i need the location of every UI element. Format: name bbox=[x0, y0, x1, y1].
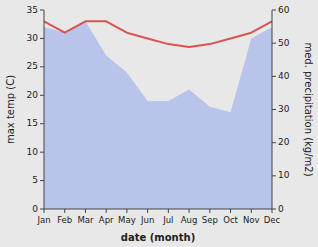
x-tick-label: Mar bbox=[77, 215, 94, 225]
y-axis-line bbox=[44, 10, 45, 209]
x-tick bbox=[64, 209, 65, 213]
x-tick bbox=[126, 209, 127, 213]
x-tick-label: Aug bbox=[181, 215, 198, 225]
temperature-line bbox=[44, 21, 272, 47]
x-tick bbox=[44, 209, 45, 213]
y-tick-label: 30 bbox=[27, 33, 39, 43]
y2-tick-label: 0 bbox=[278, 204, 284, 214]
y2-tick-label: 30 bbox=[278, 104, 290, 114]
y-axis-label: max temp (C) bbox=[5, 75, 16, 144]
y-tick-label: 0 bbox=[32, 204, 38, 214]
y-tick bbox=[40, 123, 44, 124]
x-axis-line bbox=[44, 209, 272, 210]
chart-container: 0 5 10 15 20 25 30 35 0 10 20 30 40 50 60 Jan Feb Mar Apr M… bbox=[0, 0, 318, 247]
x-tick bbox=[209, 209, 210, 213]
x-tick bbox=[272, 209, 273, 213]
y-tick bbox=[40, 180, 44, 181]
y-tick bbox=[40, 10, 44, 11]
y-tick bbox=[40, 95, 44, 96]
x-tick-label: Jan bbox=[36, 215, 50, 225]
y-tick bbox=[40, 66, 44, 67]
y-tick bbox=[40, 38, 44, 39]
axes: 0 5 10 15 20 25 30 35 0 10 20 30 40 50 60 Jan Feb Mar Apr M… bbox=[27, 5, 290, 226]
x-tick bbox=[168, 209, 169, 213]
x-tick-label: May bbox=[118, 215, 136, 225]
y2-axis-label: med. precipitation (kg/m2) bbox=[303, 42, 314, 176]
y-tick-label: 20 bbox=[27, 90, 39, 100]
x-tick-label: Dec bbox=[264, 215, 281, 225]
x-tick-label: Jul bbox=[162, 215, 173, 225]
y2-tick bbox=[272, 10, 276, 11]
x-tick bbox=[85, 209, 86, 213]
precipitation-area bbox=[44, 21, 272, 209]
plot-area bbox=[44, 21, 272, 209]
x-tick-label: Jun bbox=[140, 215, 154, 225]
y2-tick bbox=[272, 109, 276, 110]
y2-tick-label: 20 bbox=[278, 137, 290, 147]
y-tick-label: 5 bbox=[32, 175, 38, 185]
x-tick-label: Feb bbox=[57, 215, 72, 225]
y2-tick bbox=[272, 175, 276, 176]
y-tick-label: 25 bbox=[27, 61, 38, 71]
y2-tick-label: 40 bbox=[278, 71, 290, 81]
chart: 0 5 10 15 20 25 30 35 0 10 20 30 40 50 60 Jan Feb Mar Apr M… bbox=[0, 0, 318, 247]
x-tick bbox=[251, 209, 252, 213]
x-tick-label: Sep bbox=[202, 215, 218, 225]
x-tick-label: Apr bbox=[99, 215, 114, 225]
x-tick bbox=[147, 209, 148, 213]
x-tick-label: Nov bbox=[243, 215, 260, 225]
x-tick-label: Oct bbox=[223, 215, 238, 225]
y2-tick bbox=[272, 142, 276, 143]
y-tick-label: 15 bbox=[27, 118, 38, 128]
y-tick bbox=[40, 152, 44, 153]
y2-tick-label: 50 bbox=[278, 38, 290, 48]
x-tick bbox=[189, 209, 190, 213]
y2-tick-label: 60 bbox=[278, 5, 290, 15]
x-tick bbox=[106, 209, 107, 213]
y-tick-label: 35 bbox=[27, 5, 38, 15]
x-tick bbox=[230, 209, 231, 213]
y2-tick bbox=[272, 76, 276, 77]
y2-tick bbox=[272, 209, 276, 210]
y2-tick bbox=[272, 43, 276, 44]
x-axis-label: date (month) bbox=[121, 232, 195, 243]
y-tick bbox=[40, 209, 44, 210]
y-tick-label: 10 bbox=[27, 147, 39, 157]
y2-tick-label: 10 bbox=[278, 170, 290, 180]
